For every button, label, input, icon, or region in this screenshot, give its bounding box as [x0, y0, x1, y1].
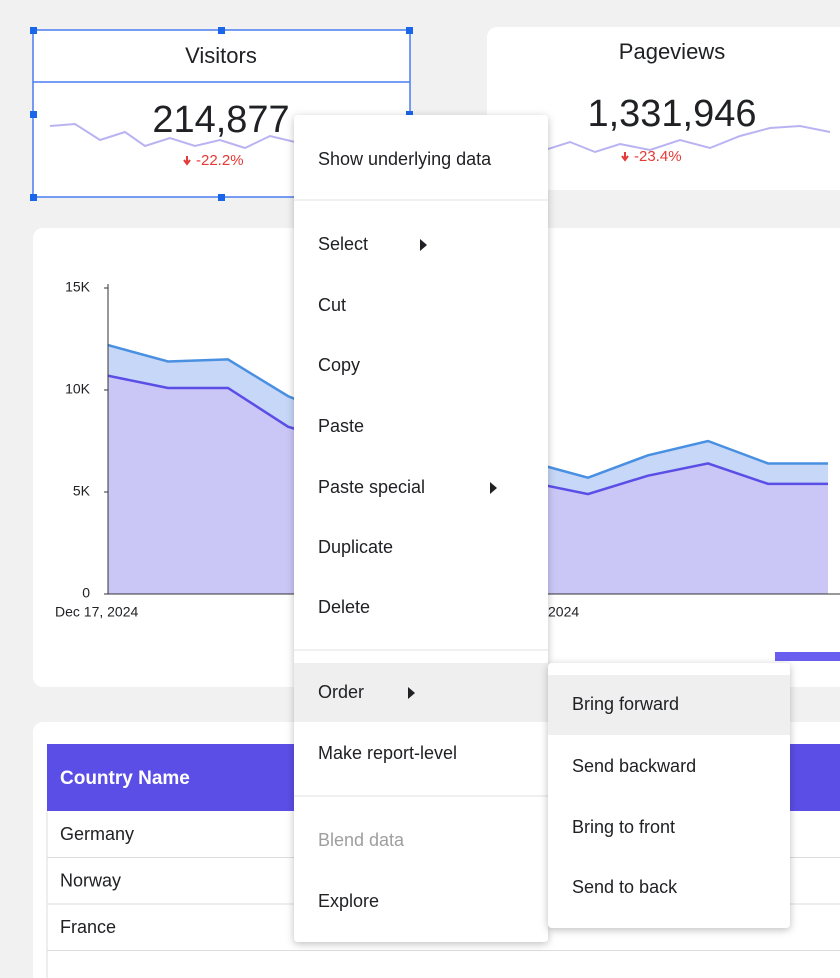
submenu-arrow — [408, 687, 415, 699]
scorecard-change: -23.4% — [634, 148, 682, 165]
submenu-item[interactable]: Send backward — [572, 756, 696, 776]
down-arrow — [183, 156, 191, 166]
legend-swatch — [775, 652, 840, 661]
context-menu — [294, 115, 548, 942]
scorecard-change: -22.2% — [196, 152, 244, 169]
y-tick-label: 5K — [73, 483, 91, 499]
menu-item[interactable]: Duplicate — [318, 537, 393, 557]
menu-item[interactable]: Paste — [318, 416, 364, 436]
scorecard-value: 214,877 — [152, 99, 289, 141]
submenu-items: Bring forward Send backward Bring to front… — [572, 694, 696, 897]
submenu-item[interactable]: Bring to front — [572, 817, 675, 837]
table-cell[interactable]: Germany — [60, 824, 134, 844]
submenu-item[interactable]: Send to back — [572, 877, 678, 897]
scorecard-value: 1,331,946 — [587, 93, 756, 135]
submenu-arrow — [490, 482, 497, 494]
menu-item[interactable]: Delete — [318, 597, 370, 617]
menu-item[interactable]: Make report-level — [318, 743, 457, 763]
sparkline — [49, 122, 296, 150]
submenu-hover — [548, 675, 790, 735]
menu-item[interactable]: Select — [318, 234, 368, 254]
menu-item: Blend data — [318, 830, 405, 850]
submenu-item[interactable]: Bring forward — [572, 694, 679, 714]
column-header[interactable]: Country Name — [60, 768, 190, 789]
menu-item[interactable]: Explore — [318, 891, 379, 911]
menu-item[interactable]: Show underlying data — [318, 149, 492, 169]
down-arrow — [621, 152, 629, 162]
menu-hover — [294, 663, 548, 722]
submenu-arrow — [420, 239, 427, 251]
x-tick-label: Dec 17, 2024 — [55, 604, 138, 620]
menu-item[interactable]: Copy — [318, 355, 360, 375]
scorecard[interactable] — [487, 27, 840, 190]
menu-dividers — [294, 199, 548, 797]
x-tick-label: 2024 — [548, 604, 579, 620]
menu-items: Show underlying data Select Cut Copy Paste Pa… — [318, 149, 497, 911]
table-cell[interactable]: Norway — [60, 870, 121, 890]
y-tick-label: 15K — [65, 279, 91, 295]
sparkline — [519, 124, 831, 154]
menu-item[interactable]: Order — [318, 682, 364, 702]
y-tick-label: 10K — [65, 381, 91, 397]
scorecard-title: Pageviews — [619, 39, 725, 64]
y-tick-label: 0 — [82, 585, 90, 601]
table-cell[interactable]: France — [60, 917, 116, 937]
menu-item[interactable]: Cut — [318, 295, 346, 315]
menu-item[interactable]: Paste special — [318, 477, 425, 497]
scorecard-title: Visitors — [185, 43, 257, 68]
